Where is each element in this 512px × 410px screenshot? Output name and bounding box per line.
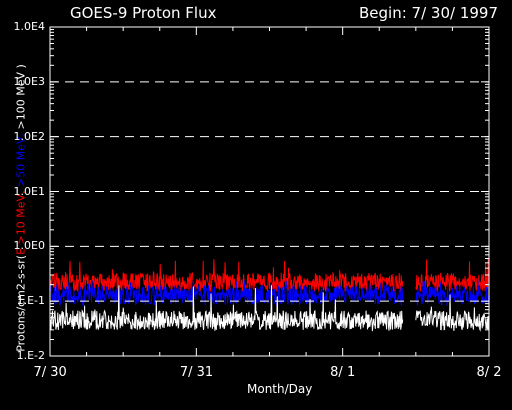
series-line xyxy=(415,294,490,332)
series-line xyxy=(49,259,404,293)
chart-title: GOES-9 Proton Flux xyxy=(70,4,217,22)
x-tick-label: 7/ 30 xyxy=(33,365,67,380)
y-tick-label: 1.0E4 xyxy=(13,20,45,33)
x-tick-label: 8/ 2 xyxy=(476,365,502,380)
y-tick-label: 1.E-1 xyxy=(16,294,45,308)
series-line xyxy=(415,279,490,306)
series-line xyxy=(49,279,404,307)
y-tick-label: 1.0E3 xyxy=(13,74,45,88)
x-tick-label: 8/ 1 xyxy=(330,365,356,380)
y-axis-label: Protons/cm2-s-sr(E >10 MeV, >50 MeV, >10… xyxy=(15,64,28,352)
x-tick-label: 7/ 31 xyxy=(179,365,214,380)
y-tick-label: 1.0E0 xyxy=(13,239,45,253)
x-axis-label: Month/Day xyxy=(247,382,313,396)
series-line xyxy=(415,258,490,292)
y-tick-label: 1.0E1 xyxy=(13,184,45,198)
y-tick-label: 1.0E2 xyxy=(13,129,45,143)
begin-date: Begin: 7/ 30/ 1997 xyxy=(359,4,498,22)
y-tick-label: 1.E-2 xyxy=(16,349,45,362)
series-line xyxy=(49,285,404,332)
